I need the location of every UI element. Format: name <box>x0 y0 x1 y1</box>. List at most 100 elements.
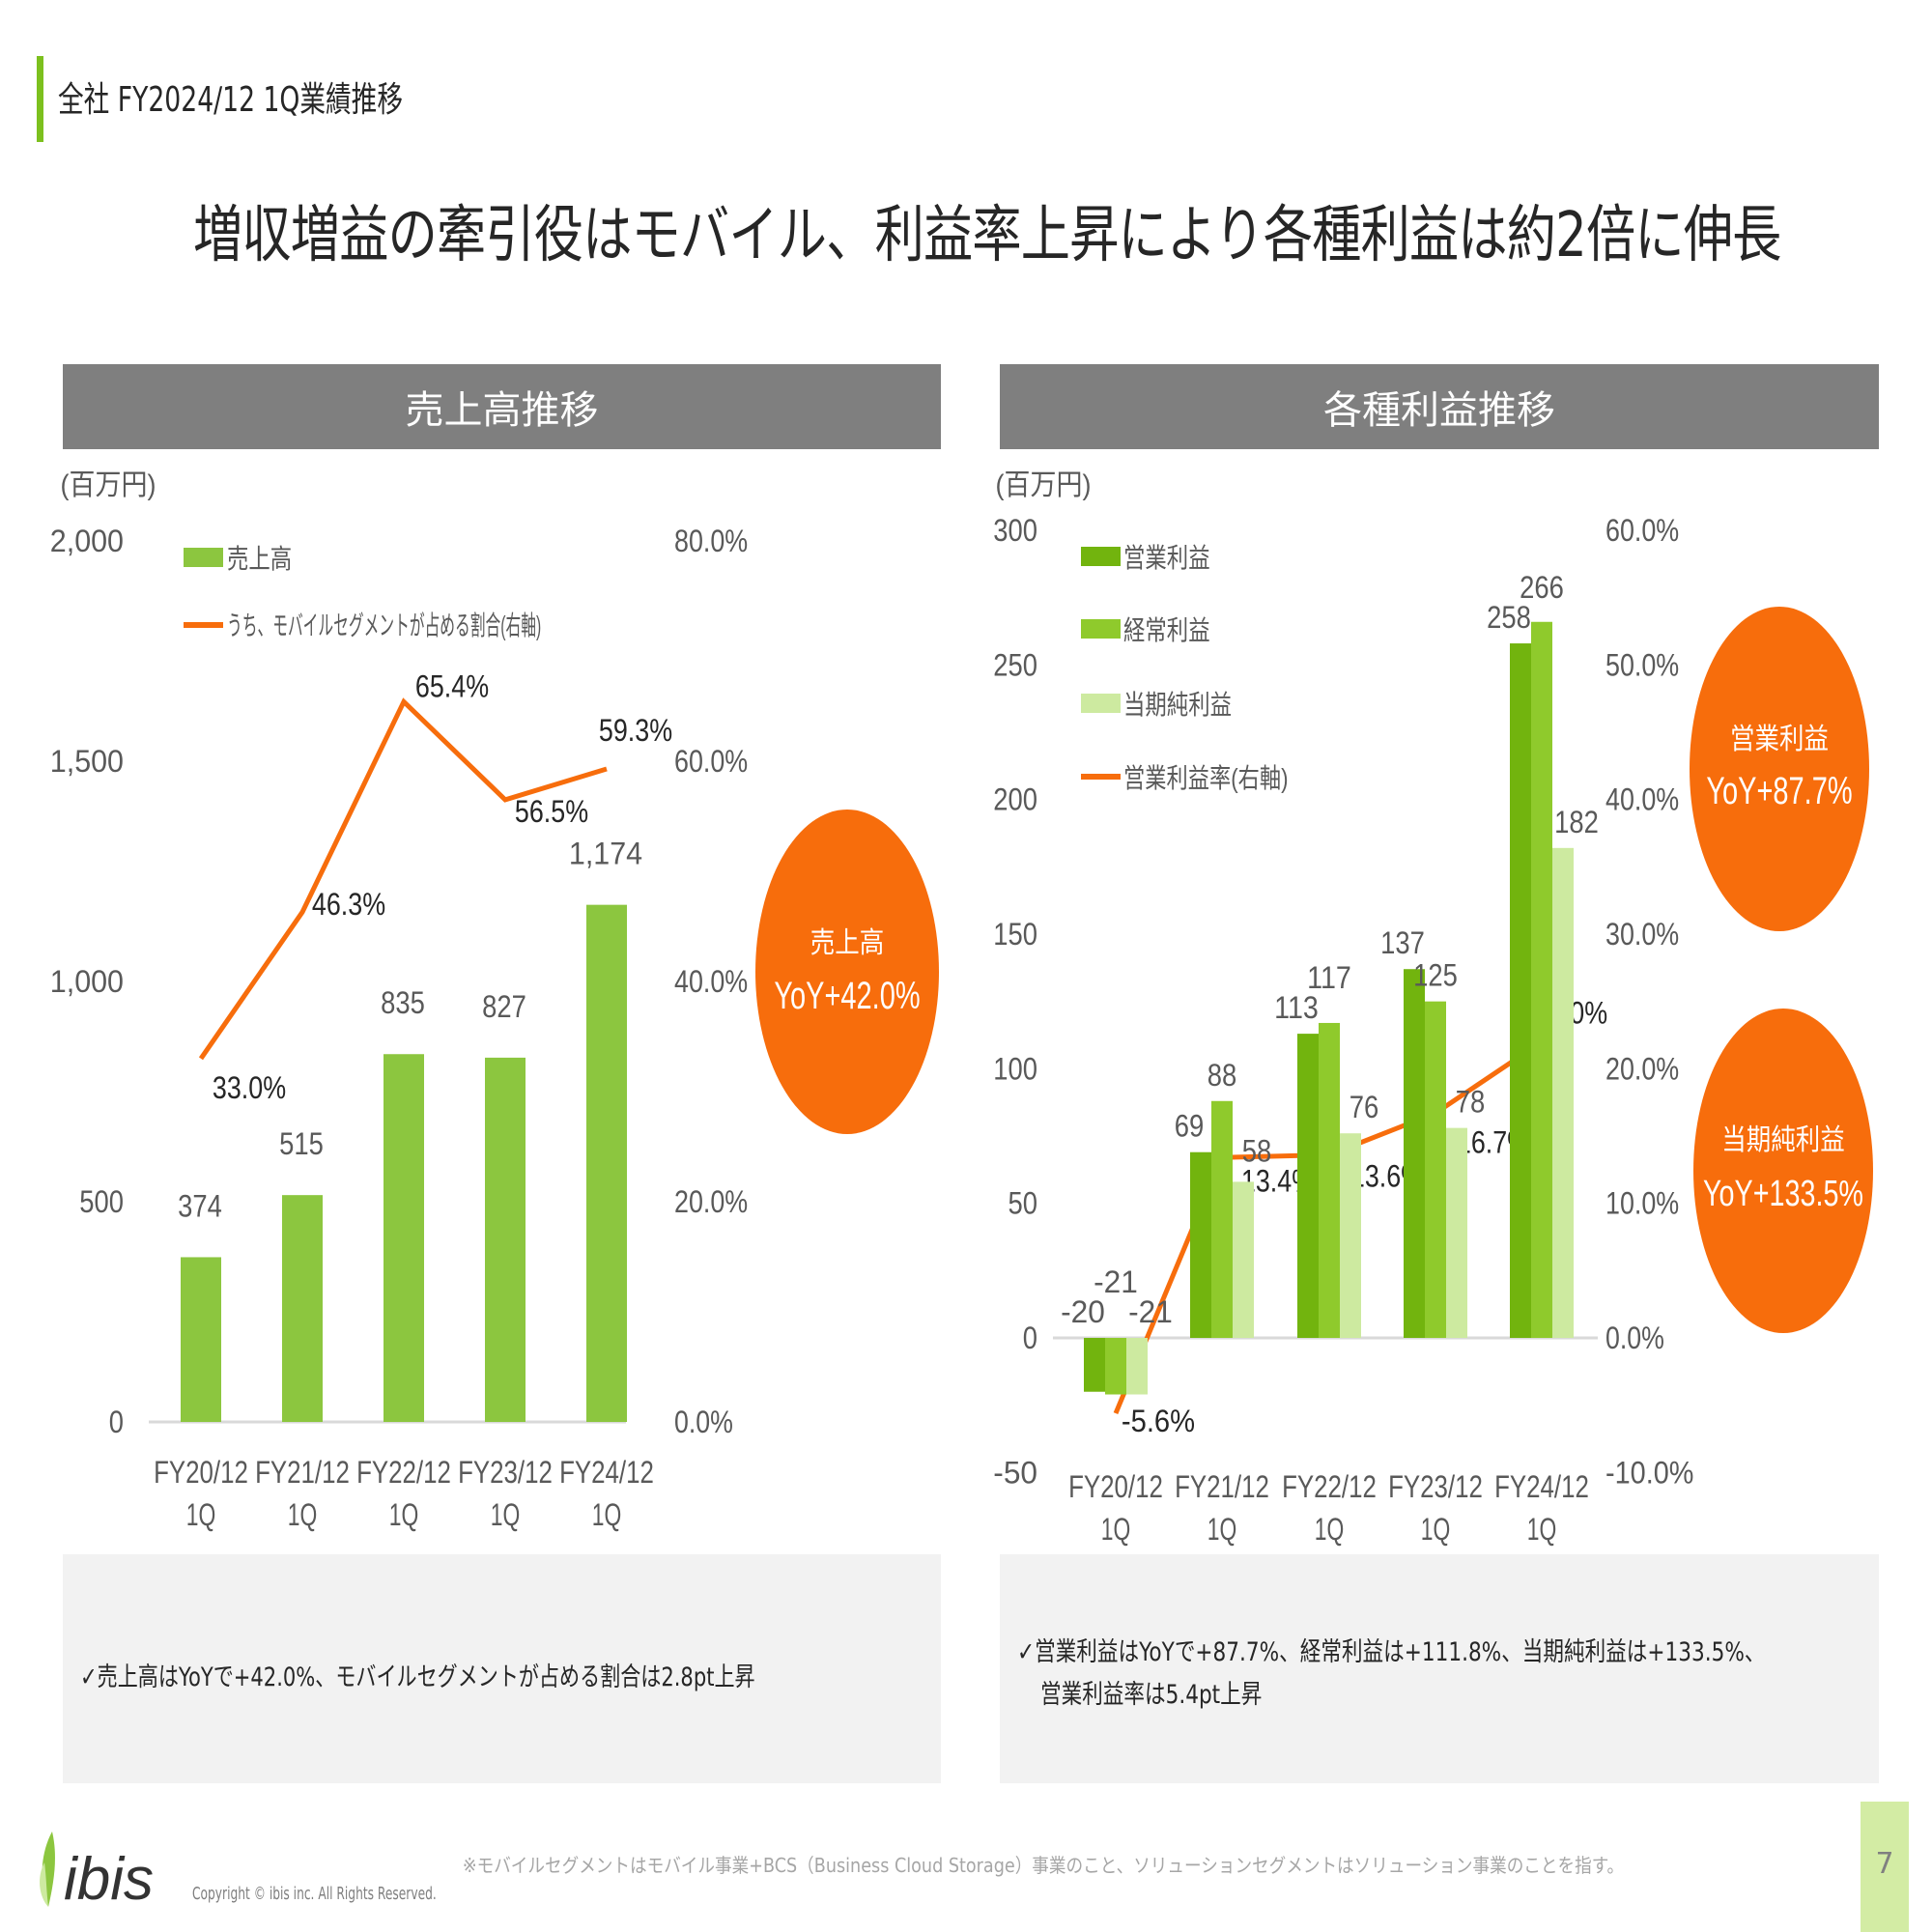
page-title: 増収増益の牽引役はモバイル、利益率上昇により各種利益は約2倍に伸長 <box>193 200 1781 271</box>
net-profit-bar <box>1552 847 1574 1338</box>
right-unit-label: (百万円) <box>996 469 1092 501</box>
net-profit-bar <box>1233 1181 1254 1338</box>
sales-bar-label: 835 <box>381 985 425 1020</box>
right-x-tick-sub: 1Q <box>1208 1512 1237 1547</box>
mobile-share-label: 46.3% <box>312 887 385 922</box>
legend-label-operating-profit: 営業利益 <box>1123 543 1210 573</box>
right-y-tick: 150 <box>993 917 1037 952</box>
mobile-share-label: 56.5% <box>515 794 588 829</box>
net-profit-bar-label: 182 <box>1554 805 1599 839</box>
operating-profit-bar <box>1297 1034 1319 1338</box>
right-y-tick: 0 <box>1023 1321 1037 1355</box>
right-y-tick: 250 <box>993 647 1037 682</box>
right-y-tick: -50 <box>993 1455 1037 1490</box>
operating-profit-yoy-callout <box>1690 607 1869 931</box>
left-y-tick: 500 <box>79 1184 124 1219</box>
right-y2-tick: 20.0% <box>1605 1051 1679 1086</box>
page-number: 7 <box>1875 1847 1894 1881</box>
right-note-line1: ✓営業利益はYoYで+87.7%、経常利益は+111.8%、当期純利益は+133… <box>1017 1637 1766 1667</box>
left-x-tick-sub: 1Q <box>288 1497 318 1532</box>
left-y-tick: 2,000 <box>50 524 124 558</box>
left-panel-header: 売上高推移 <box>63 364 941 449</box>
net-profit-bar-label: -21 <box>1128 1294 1173 1329</box>
legend-swatch-ordinary-profit <box>1081 619 1121 639</box>
operating-profit-yoy-value: YoY+87.7% <box>1706 770 1852 812</box>
net-profit-bar <box>1446 1127 1467 1338</box>
left-y-tick: 0 <box>109 1405 124 1439</box>
right-y2-tick: 60.0% <box>1605 513 1679 548</box>
operating-profit-bar-label: 113 <box>1274 990 1319 1025</box>
sales-yoy-callout-value: YoY+42.0% <box>774 975 920 1017</box>
operating-profit-bar-label: -20 <box>1061 1294 1105 1329</box>
sales-bar-label: 827 <box>482 989 526 1024</box>
legend-label-mobile-share: うち、モバイルセグメントが占める割合(右軸) <box>227 611 541 640</box>
operating-profit-bar <box>1510 643 1531 1338</box>
ordinary-profit-bar <box>1105 1338 1126 1395</box>
ordinary-profit-bar-label: 266 <box>1520 570 1564 605</box>
right-x-tick-sub: 1Q <box>1315 1512 1345 1547</box>
operating-profit-bar-label: 258 <box>1487 600 1531 635</box>
operating-profit-bar-label: 69 <box>1175 1109 1205 1144</box>
operating-profit-bar <box>1190 1151 1211 1338</box>
right-note-box: ✓営業利益はYoYで+87.7%、経常利益は+111.8%、当期純利益は+133… <box>1000 1554 1879 1783</box>
left-y2-tick: 80.0% <box>674 524 748 558</box>
legend-label-ordinary-profit: 経常利益 <box>1123 615 1210 645</box>
copyright: Copyright © ibis inc. All Rights Reserve… <box>192 1884 437 1904</box>
sales-bar <box>282 1195 323 1422</box>
net-profit-bar-label: 58 <box>1242 1133 1272 1168</box>
left-x-tick: FY22/12 <box>356 1455 451 1490</box>
ordinary-profit-bar-label: -21 <box>1094 1264 1138 1299</box>
sales-bar <box>586 904 627 1422</box>
left-y2-tick: 60.0% <box>674 744 748 779</box>
ordinary-profit-bar-label: 88 <box>1208 1058 1237 1093</box>
operating-profit-yoy-label: 営業利益 <box>1730 724 1829 755</box>
ordinary-profit-bar <box>1531 621 1552 1338</box>
right-y-tick: 300 <box>993 513 1037 548</box>
section-label: 全社 FY2024/12 1Q業績推移 <box>58 80 403 120</box>
right-y-tick: 50 <box>1009 1186 1038 1221</box>
left-y-tick: 1,500 <box>50 744 124 779</box>
legend-label-operating-margin: 営業利益率(右軸) <box>1123 763 1289 793</box>
ordinary-profit-bar-label: 117 <box>1307 960 1351 995</box>
left-x-tick-sub: 1Q <box>389 1497 419 1532</box>
left-y2-tick: 40.0% <box>674 964 748 999</box>
ibis-logo: ibis <box>35 1824 160 1915</box>
right-note-line2: 営業利益率は5.4pt上昇 <box>1040 1680 1263 1710</box>
left-x-tick-sub: 1Q <box>491 1497 521 1532</box>
right-y-tick: 200 <box>993 782 1037 817</box>
net-profit-bar-label: 78 <box>1456 1085 1486 1120</box>
left-y2-tick: 0.0% <box>674 1405 733 1439</box>
sales-bar <box>384 1054 424 1422</box>
left-x-tick: FY23/12 <box>458 1455 553 1490</box>
right-x-tick: FY21/12 <box>1175 1469 1269 1504</box>
operating-profit-bar <box>1404 969 1425 1338</box>
mobile-share-label: 65.4% <box>415 668 489 703</box>
right-x-tick: FY23/12 <box>1388 1469 1483 1504</box>
right-y2-tick: -10.0% <box>1605 1455 1693 1490</box>
ordinary-profit-bar <box>1319 1022 1340 1338</box>
left-unit-label: (百万円) <box>61 469 156 501</box>
right-x-tick-sub: 1Q <box>1101 1512 1131 1547</box>
left-x-tick-sub: 1Q <box>592 1497 622 1532</box>
net-profit-yoy-value: YoY+133.5% <box>1703 1174 1863 1214</box>
net-profit-bar <box>1126 1338 1148 1395</box>
mobile-share-label: 59.3% <box>599 713 672 748</box>
left-y2-tick: 20.0% <box>674 1184 748 1219</box>
left-y-tick: 1,000 <box>50 964 124 999</box>
operating-margin-label: -5.6% <box>1122 1404 1195 1438</box>
mobile-share-label: 33.0% <box>213 1070 286 1105</box>
legend-swatch-sales <box>184 548 223 567</box>
right-panel-title: 各種利益推移 <box>1323 388 1555 433</box>
sales-bar-label: 1,174 <box>569 837 642 871</box>
right-panel-header: 各種利益推移 <box>1000 364 1879 449</box>
left-x-tick: FY24/12 <box>559 1455 654 1490</box>
right-x-tick-sub: 1Q <box>1527 1512 1557 1547</box>
right-y2-tick: 40.0% <box>1605 782 1679 817</box>
left-note-box: ✓売上高はYoYで+42.0%、モバイルセグメントが占める割合は2.8pt上昇 <box>63 1554 941 1783</box>
right-x-tick: FY22/12 <box>1282 1469 1377 1504</box>
svg-text:ibis: ibis <box>64 1846 154 1911</box>
mobile-share-line <box>198 697 608 1061</box>
operating-profit-bar-label: 137 <box>1380 925 1425 960</box>
sales-bar-label: 374 <box>178 1188 222 1223</box>
